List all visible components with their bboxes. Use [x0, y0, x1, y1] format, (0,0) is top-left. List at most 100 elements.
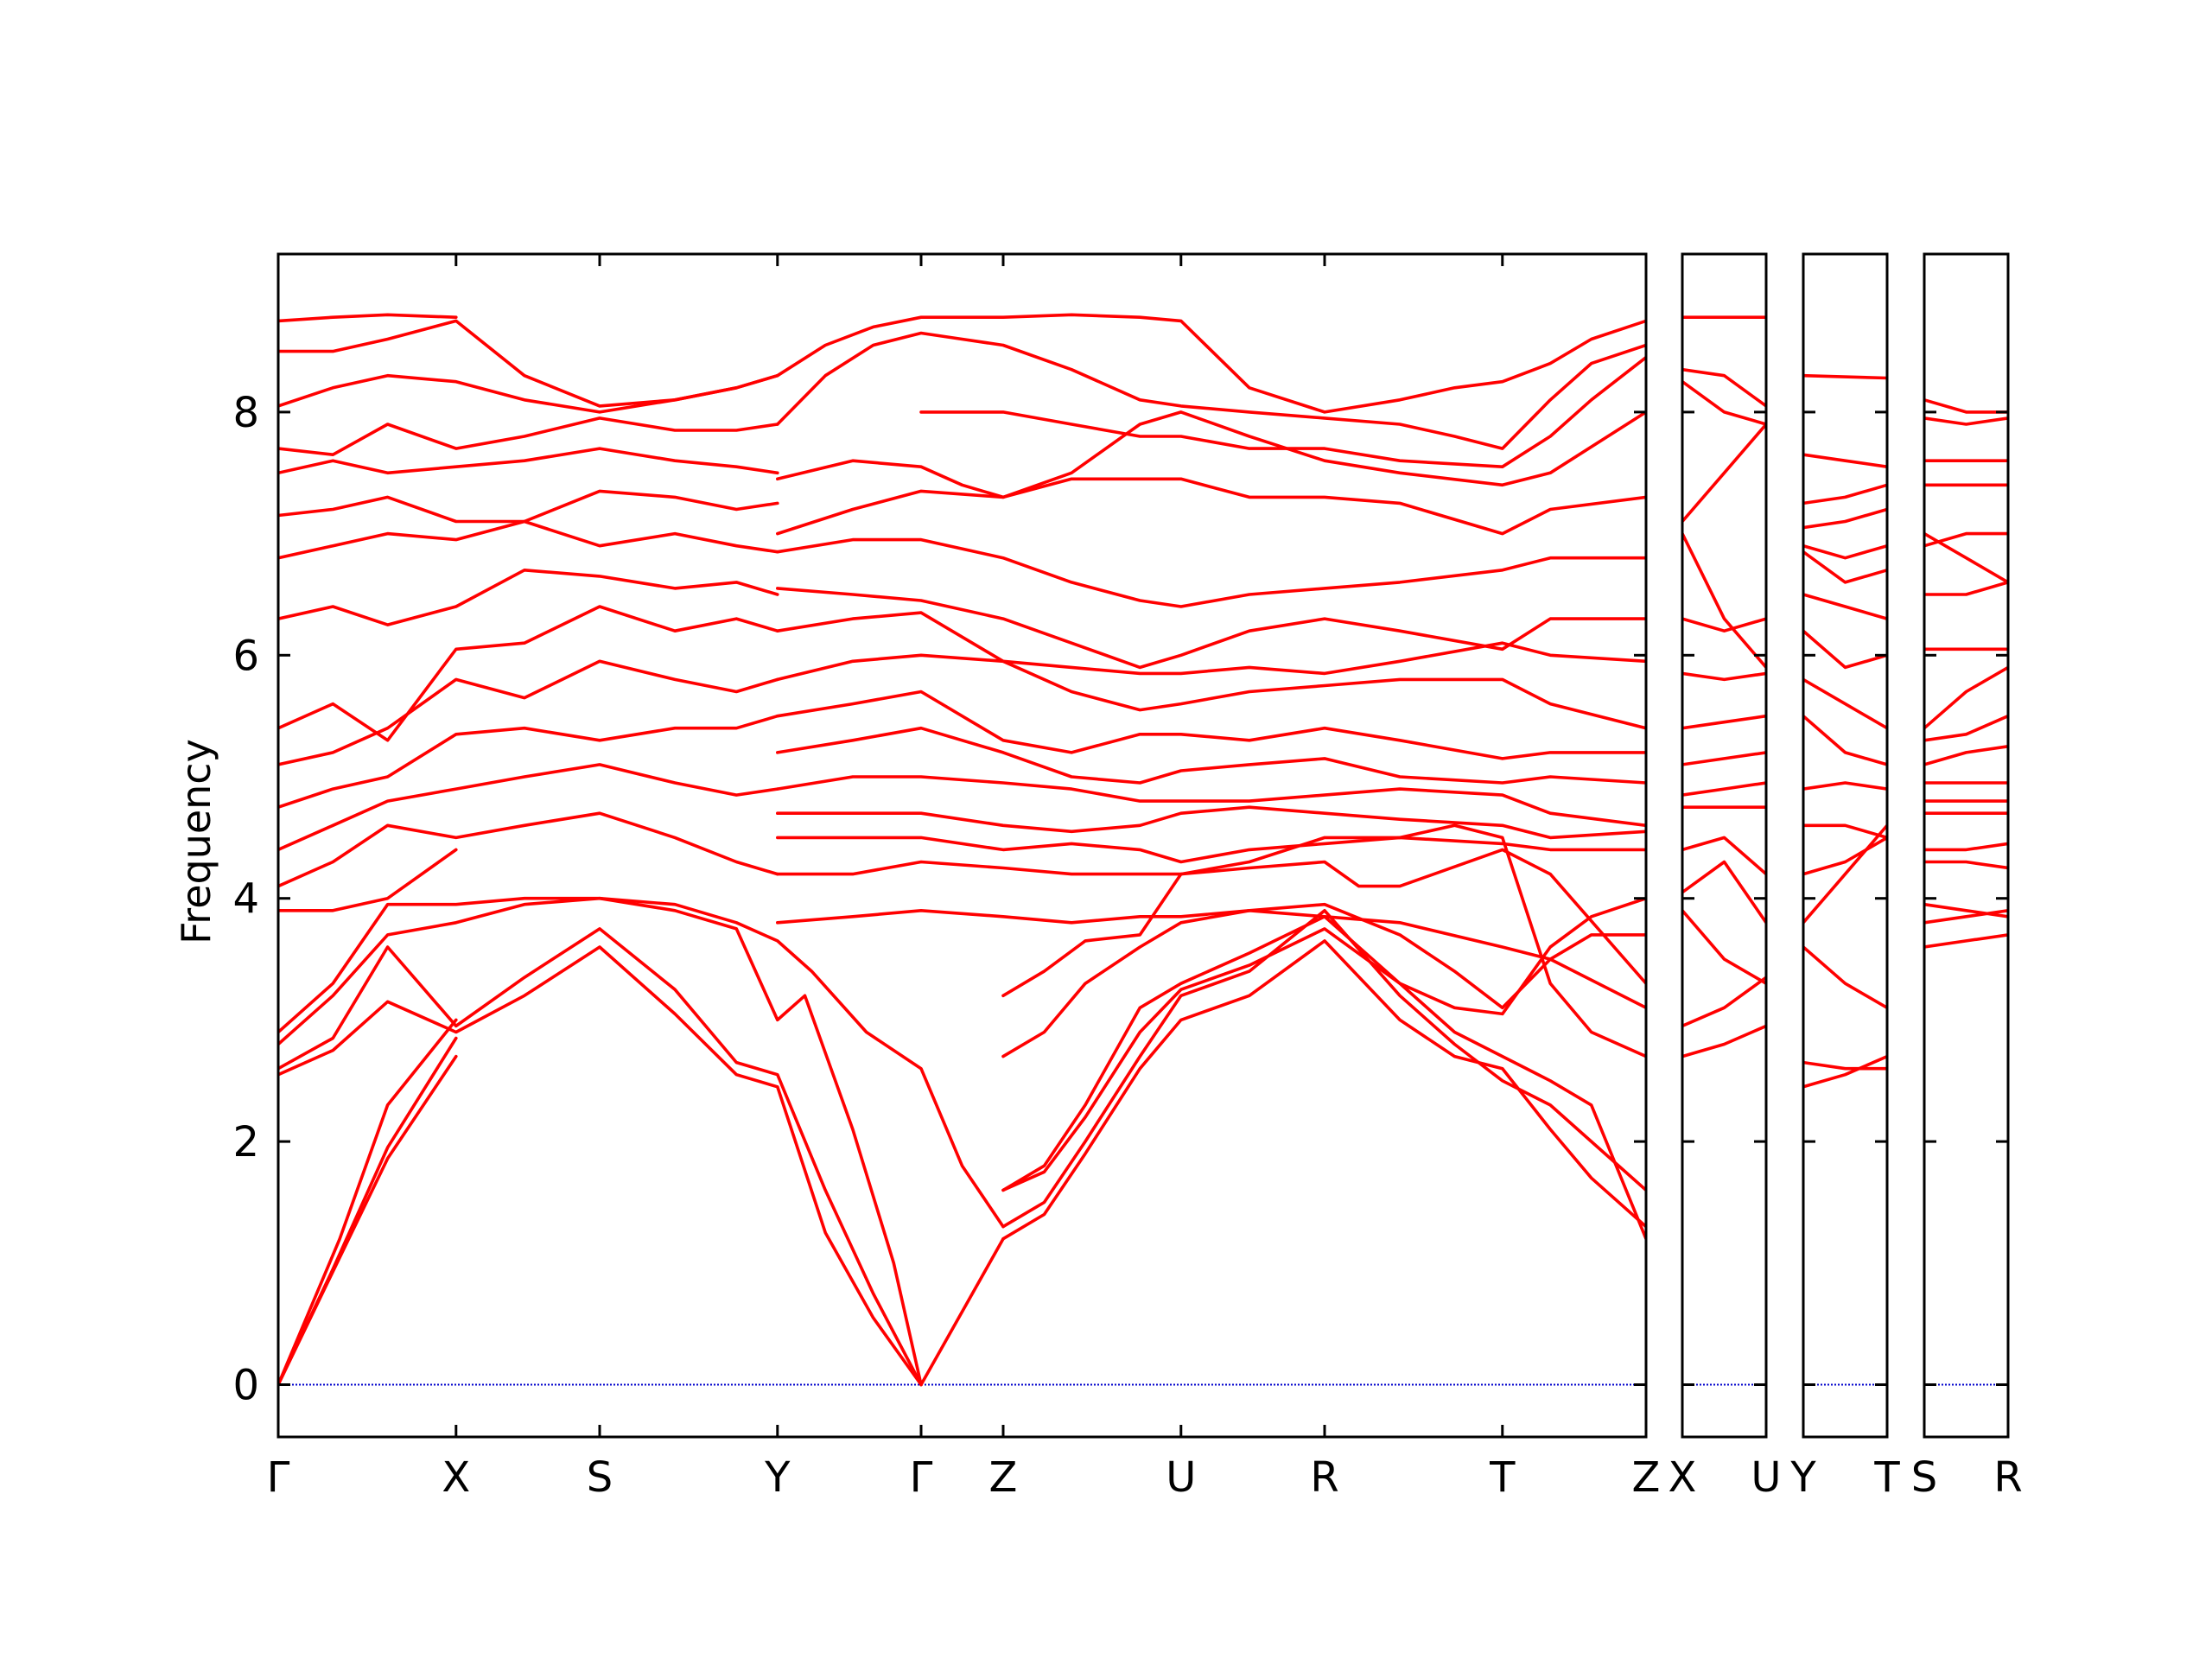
band-line: [278, 811, 779, 888]
band-line: [278, 569, 779, 626]
band-line: [776, 653, 1646, 730]
x-tick-label: T: [1489, 1453, 1516, 1502]
band-line: [1803, 836, 1887, 876]
band-line: [776, 313, 1646, 414]
panel-1: Γ X S Y Γ Z U R T Z 0 2 4 6 8: [232, 252, 1661, 1502]
band-line: [1682, 751, 1766, 766]
bands-group: [1682, 315, 1766, 1058]
band-line: [776, 537, 1646, 608]
x-tick-label: S: [1911, 1453, 1937, 1502]
band-line: [1803, 373, 1887, 380]
band-line: [1803, 550, 1887, 584]
y-tick-label: 4: [232, 875, 259, 924]
band-line: [1803, 677, 1887, 730]
band-line: [1924, 581, 2008, 596]
band-line: [1803, 507, 1887, 530]
band-line: [776, 909, 1646, 1010]
y-tick-label: 0: [232, 1361, 259, 1409]
band-line: [1803, 1060, 1887, 1071]
band-line: [278, 714, 779, 809]
band-line: [1682, 1024, 1766, 1058]
band-line: [1803, 453, 1887, 468]
band-line: [776, 848, 1646, 985]
band-line: [1682, 617, 1766, 632]
x-tick-label: U: [1166, 1453, 1196, 1502]
band-line: [1682, 367, 1766, 408]
band-line: [1803, 714, 1887, 766]
band-line: [278, 447, 779, 475]
y-axis-title: Frequency: [173, 739, 219, 944]
band-line: [278, 848, 458, 912]
x-tick-label: Γ: [267, 1453, 290, 1502]
band-line: [776, 587, 1646, 670]
band-line: [1001, 939, 1646, 1241]
band-line: [776, 690, 1646, 760]
band-line: [1803, 543, 1887, 560]
x-tick-label: Y: [764, 1453, 791, 1502]
band-line: [1803, 629, 1887, 670]
band-line: [1001, 915, 1646, 1241]
band-line: [278, 319, 779, 408]
band-line: [1803, 781, 1887, 791]
band-line: [1924, 860, 2008, 870]
band-line: [278, 927, 923, 1387]
bands-group: [278, 313, 1646, 1387]
band-line: [1001, 896, 1646, 1192]
band-line: [278, 489, 779, 524]
x-tick-label: U: [1751, 1453, 1781, 1502]
y-tick-label: 6: [232, 632, 259, 680]
band-line: [278, 896, 1005, 1229]
band-line: [278, 1036, 458, 1387]
panel-frame: [1681, 252, 1768, 1439]
band-line: [278, 659, 779, 766]
band-line: [776, 805, 1646, 840]
band-line: [1924, 665, 2008, 730]
band-line: [1001, 823, 1646, 1058]
band-line: [1803, 593, 1887, 620]
x-tick-label: X: [442, 1453, 470, 1502]
band-line: [1803, 945, 1887, 1010]
band-line: [1924, 416, 2008, 426]
band-line: [1803, 1054, 1887, 1089]
band-line: [1682, 836, 1766, 876]
bands-group: [1803, 373, 1887, 1089]
panel-frame: [1923, 252, 2010, 1439]
band-line: [1001, 909, 1646, 1229]
panel-frame: [276, 252, 1648, 1439]
band-line: [1924, 745, 2008, 766]
band-line: [1924, 909, 2008, 925]
band-line: [278, 416, 779, 456]
band-line: [776, 410, 1646, 499]
x-tick-label: Z: [1632, 1453, 1661, 1502]
band-line: [278, 763, 779, 852]
band-line: [1682, 860, 1766, 925]
x-tick-label: Z: [989, 1453, 1018, 1502]
y-tick-label: 8: [232, 389, 259, 437]
band-line: [919, 355, 1646, 468]
band-line: [1682, 379, 1766, 426]
x-tick-label: Y: [1789, 1453, 1816, 1502]
band-line: [1682, 909, 1766, 985]
band-line: [1803, 823, 1887, 925]
band-line: [278, 1018, 458, 1387]
x-tick-label: Γ: [910, 1453, 933, 1502]
band-line: [1682, 423, 1766, 524]
band-line: [1803, 823, 1887, 840]
x-tick-label: R: [1993, 1453, 2022, 1502]
band-line: [1682, 976, 1766, 1028]
band-line: [1924, 933, 2008, 949]
band-line: [1682, 671, 1766, 682]
band-line: [1803, 483, 1887, 505]
band-line: [1924, 398, 2008, 414]
band-line: [1682, 714, 1766, 730]
band-line: [776, 477, 1646, 536]
band-line: [1924, 902, 2008, 918]
bands-group: [1924, 398, 2008, 949]
band-line: [278, 945, 923, 1387]
band-line: [278, 313, 458, 323]
